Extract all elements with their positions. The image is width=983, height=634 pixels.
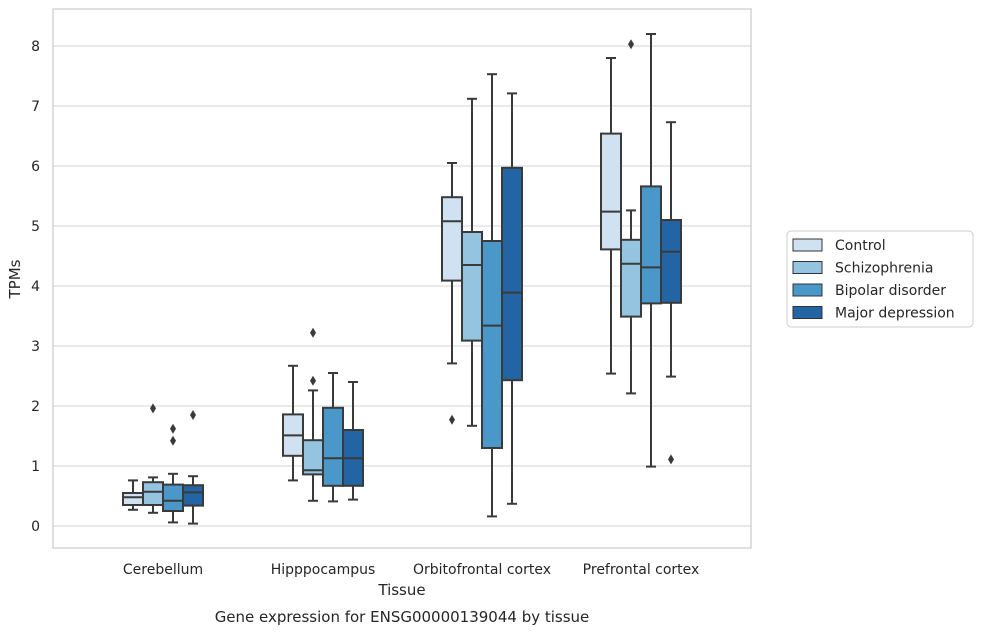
box-iqr [142, 481, 164, 507]
y-tick-label-5: 5 [31, 219, 40, 235]
outlier-point-1 [170, 435, 176, 446]
outlier-point-2 [310, 327, 316, 338]
legend: Control Schizophrenia Bipolar disorder Majo… [786, 230, 974, 328]
y-tick-label-3: 3 [31, 339, 40, 355]
outlier-point-1 [190, 410, 196, 420]
box-iqr [122, 492, 144, 506]
gridlines [53, 45, 751, 527]
y-tick-label-0: 0 [31, 519, 40, 535]
y-tick-label-1: 1 [31, 459, 40, 475]
outlier-point-2 [170, 423, 176, 434]
outlier-point-1 [628, 39, 634, 50]
box-3-1 [162, 423, 184, 524]
x-tick-label-3: Orbitofrontal cortex [413, 562, 551, 578]
legend-label-2: Schizophrenia [835, 261, 933, 277]
x-tick-labels: Cerebellum Hipppocampus Orbitofrontal cort… [123, 562, 699, 578]
box-4-3 [501, 92, 523, 505]
y-tick-label-7: 7 [31, 99, 40, 115]
box-1-1 [122, 479, 144, 511]
box-iqr [182, 484, 204, 507]
box-iqr [620, 238, 642, 318]
legend-swatch-2 [792, 261, 823, 274]
box-4-4 [660, 121, 682, 465]
legend-frame [786, 230, 974, 328]
x-tick-label-4: Prefrontal cortex [583, 562, 700, 578]
legend-swatch-1 [792, 238, 823, 252]
y-axis-title: TPMs [6, 259, 24, 299]
box-4-2 [342, 381, 364, 501]
box-iqr [501, 166, 523, 382]
x-tick-label-1: Cerebellum [123, 562, 203, 578]
box-1-3 [441, 162, 463, 425]
outlier-point-1 [668, 454, 674, 465]
legend-label-4: Major depression [835, 306, 955, 322]
outlier-point-1 [449, 414, 455, 425]
outlier-point-1 [150, 403, 156, 414]
y-tick-label-6: 6 [31, 159, 40, 175]
box-1-4 [600, 57, 622, 375]
box-3-4 [640, 33, 662, 468]
box-4-1 [182, 410, 204, 525]
box-2-4 [620, 39, 642, 395]
box-2-2 [302, 327, 324, 502]
y-tick-label-4: 4 [31, 279, 40, 295]
x-tick-label-2: Hipppocampus [271, 562, 376, 578]
box-iqr [441, 196, 463, 282]
box-plots [122, 33, 682, 525]
legend-swatch-4 [792, 306, 823, 319]
box-3-3 [481, 73, 503, 518]
box-2-1 [142, 403, 164, 514]
y-tick-label-2: 2 [31, 399, 40, 415]
box-iqr [660, 219, 682, 304]
box-2-3 [461, 97, 483, 427]
box-3-2 [322, 372, 344, 503]
box-iqr [640, 185, 662, 305]
legend-label-1: Control [835, 238, 886, 254]
x-axis-title: Tissue [377, 581, 425, 599]
plot-area-frame [52, 8, 752, 549]
box-iqr [162, 483, 184, 513]
y-tick-labels: 0 1 2 3 4 5 6 7 8 [31, 39, 40, 535]
legend-label-3: Bipolar disorder [835, 283, 946, 299]
box-iqr [461, 231, 483, 342]
box-iqr [322, 406, 344, 487]
y-tick-label-8: 8 [31, 39, 40, 55]
outlier-point-1 [310, 375, 316, 386]
figure-caption: Gene expression for ENSG00000139044 by t… [215, 608, 590, 626]
legend-swatch-3 [792, 283, 823, 297]
box-iqr [481, 240, 503, 449]
box-iqr [600, 132, 622, 251]
box-1-2 [282, 364, 304, 482]
